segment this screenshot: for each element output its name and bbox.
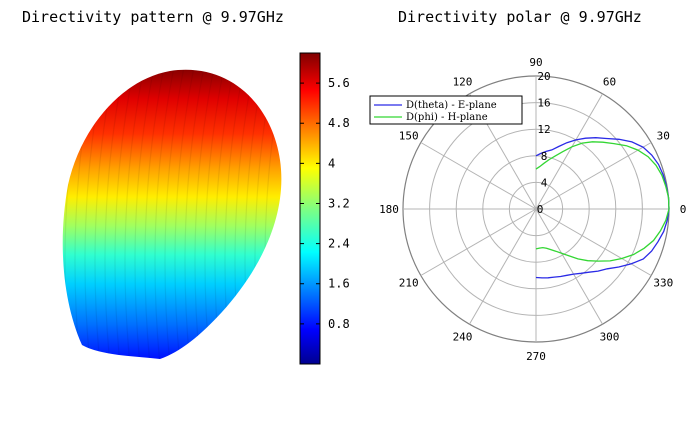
- legend-label: D(phi) - H-plane: [406, 112, 488, 123]
- colorbar: 0.8 1.6 2.4 3.2 4 4.8 5.6: [299, 52, 350, 365]
- polar-radial-label: 12: [537, 123, 550, 136]
- colorbar-tick-label: 3.2: [328, 196, 350, 210]
- polar-angle-label: 180: [379, 203, 399, 216]
- polar-angle-label: 0: [680, 203, 687, 216]
- polar-grid-spoke: [535, 93, 603, 210]
- polar-radial-label: 4: [541, 176, 548, 189]
- polar-grid-spoke: [535, 142, 652, 210]
- polar-angle-label: 120: [453, 76, 473, 89]
- polar-angle-label: 30: [657, 130, 670, 143]
- surface-mesh-line: [184, 69, 206, 360]
- polar-radial-label: 20: [537, 70, 550, 83]
- polar-grid-spoke: [469, 208, 537, 325]
- polar-angle-label: 300: [600, 330, 620, 343]
- legend-label: D(theta) - E-plane: [406, 100, 497, 111]
- polar-angle-label: 90: [529, 56, 542, 69]
- colorbar-tick-label: 4.8: [328, 116, 350, 130]
- polar-angle-label: 330: [653, 277, 673, 290]
- colorbar-gradient: [299, 52, 321, 365]
- directivity-surface: [62, 69, 282, 360]
- surface-mesh-line: [134, 69, 156, 360]
- polar-angle-label: 210: [399, 277, 419, 290]
- pattern-chart-title: Directivity pattern @ 9.97GHz: [22, 8, 284, 26]
- surface-mesh-line: [194, 69, 216, 360]
- polar-grid-spoke: [535, 208, 603, 325]
- legend-box: [369, 95, 523, 125]
- directivity-3d-pattern: [62, 69, 282, 360]
- polar-series-line: [535, 137, 670, 279]
- polar-angle-label: 270: [526, 350, 546, 363]
- surface-mesh-line: [124, 69, 146, 360]
- colorbar-tick-label: 0.8: [328, 317, 350, 331]
- polar-angle-label: 240: [453, 330, 473, 343]
- surface-mesh-line: [114, 69, 136, 360]
- surface-mesh-line: [164, 69, 186, 360]
- surface-mesh-line: [154, 69, 176, 360]
- surface-mesh-line: [174, 69, 196, 360]
- polar-radial-label: 0: [537, 203, 544, 216]
- polar-radial-label: 8: [541, 150, 548, 163]
- polar-series-line: [535, 141, 670, 262]
- polar-chart-title: Directivity polar @ 9.97GHz: [398, 8, 642, 26]
- polar-plot: 0 30 60 90 120 150 180 210 240 270 300 330 0 4 8 12 16 20…: [369, 56, 687, 363]
- polar-angle-label: 150: [399, 130, 419, 143]
- polar-grid-spoke: [420, 142, 537, 210]
- polar-grid-spoke: [535, 208, 652, 276]
- surface-mesh-line: [204, 69, 226, 360]
- colorbar-tick-label: 2.4: [328, 237, 350, 251]
- polar-angle-label: 60: [603, 76, 616, 89]
- colorbar-tick-label: 1.6: [328, 277, 350, 291]
- polar-radial-label: 16: [537, 97, 550, 110]
- surface-mesh-line: [104, 69, 126, 360]
- surface-mesh-line: [144, 69, 166, 360]
- polar-grid-spoke: [420, 208, 537, 276]
- colorbar-tick-label: 4: [328, 156, 335, 170]
- colorbar-tick-label: 5.6: [328, 76, 350, 90]
